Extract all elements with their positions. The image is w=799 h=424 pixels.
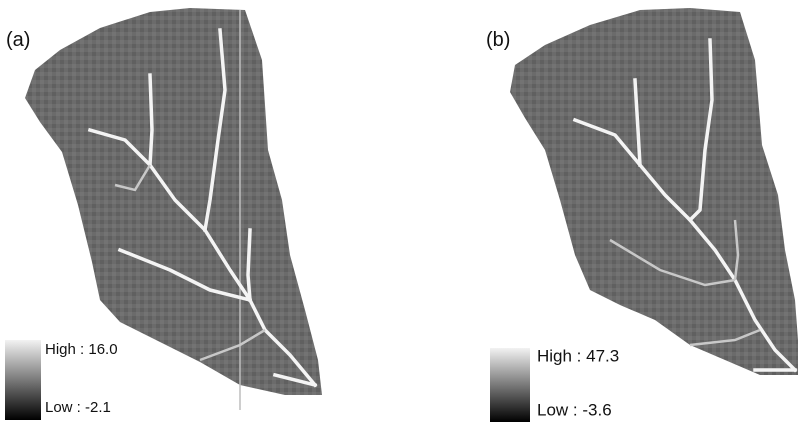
legend-ramp (5, 340, 41, 420)
panel-a: (a) High : 16.0 Low : -2.1 (5, 8, 322, 420)
watershed (510, 8, 798, 375)
panel-label: (a) (6, 29, 30, 51)
legend-low: Low : -3.6 (537, 400, 612, 419)
legend-low: Low : -2.1 (45, 399, 111, 416)
stream (199, 328, 266, 362)
legend-high: High : 16.0 (45, 341, 118, 358)
stream (114, 164, 152, 192)
stream (572, 117, 798, 373)
stream (148, 73, 154, 167)
stream (733, 219, 740, 281)
panel-label: (b) (486, 29, 510, 51)
stream (246, 228, 252, 302)
stream (272, 372, 318, 388)
stream (633, 78, 642, 167)
watershed (25, 8, 322, 395)
stream (87, 127, 318, 388)
stream (687, 38, 714, 223)
stream (202, 28, 227, 233)
stream (689, 328, 761, 347)
panel-b: (b) High : 47.3 Low : -3.6 (486, 8, 798, 422)
legend-ramp (490, 348, 530, 422)
stream (117, 247, 253, 303)
legend-high: High : 47.3 (537, 346, 619, 365)
stream (609, 238, 736, 287)
